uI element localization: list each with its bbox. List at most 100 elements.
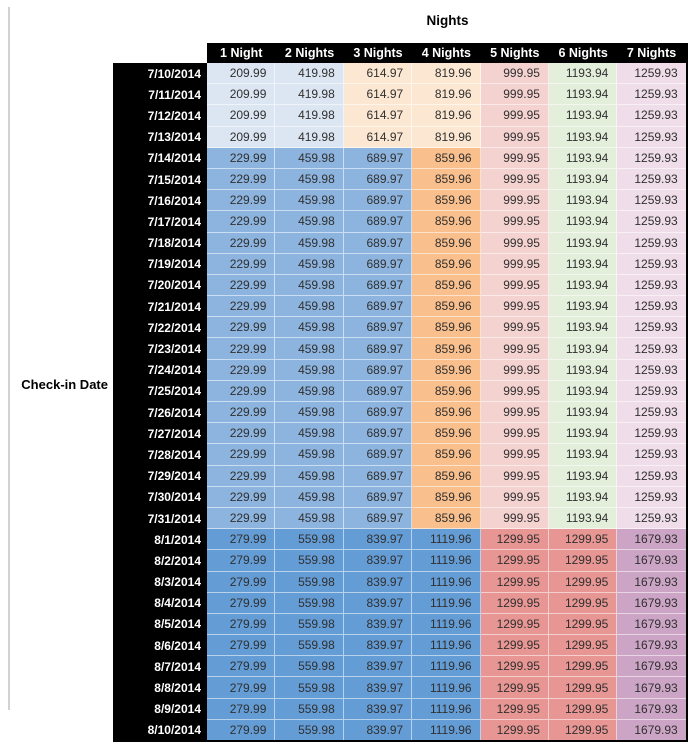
price-cell[interactable]: 999.95 <box>480 211 549 233</box>
price-cell[interactable]: 459.98 <box>275 444 344 466</box>
price-cell[interactable]: 1259.93 <box>617 168 686 191</box>
price-cell[interactable]: 459.98 <box>275 147 344 169</box>
date-row-header[interactable]: 7/22/2014 <box>113 317 207 339</box>
price-cell[interactable]: 859.96 <box>412 423 481 445</box>
price-cell[interactable]: 1259.93 <box>617 190 686 212</box>
price-cell[interactable]: 459.98 <box>275 190 344 212</box>
price-cell[interactable]: 459.98 <box>275 296 344 318</box>
price-cell[interactable]: 209.99 <box>207 126 276 148</box>
price-cell[interactable]: 999.95 <box>480 465 549 487</box>
price-cell[interactable]: 859.96 <box>412 190 481 212</box>
price-cell[interactable]: 1259.93 <box>617 317 686 339</box>
price-cell[interactable]: 229.99 <box>207 317 276 339</box>
price-cell[interactable]: 999.95 <box>480 507 549 530</box>
price-cell[interactable]: 1299.95 <box>548 698 618 720</box>
price-cell[interactable]: 1193.94 <box>548 274 618 297</box>
price-cell[interactable]: 999.95 <box>480 486 549 508</box>
date-row-header[interactable]: 8/10/2014 <box>113 719 207 740</box>
price-cell[interactable]: 859.96 <box>412 359 481 381</box>
price-cell[interactable]: 559.98 <box>275 550 344 572</box>
price-cell[interactable]: 1259.93 <box>617 338 686 360</box>
price-cell[interactable]: 1259.93 <box>617 423 686 445</box>
price-cell[interactable]: 1299.95 <box>480 529 549 551</box>
price-cell[interactable]: 689.97 <box>343 486 413 508</box>
price-cell[interactable]: 999.95 <box>480 359 549 381</box>
price-cell[interactable]: 419.98 <box>275 105 344 127</box>
price-cell[interactable]: 459.98 <box>275 232 344 254</box>
price-cell[interactable]: 559.98 <box>275 592 344 614</box>
price-cell[interactable]: 229.99 <box>207 168 276 191</box>
date-row-header[interactable]: 7/25/2014 <box>113 380 207 402</box>
price-cell[interactable]: 999.95 <box>480 84 549 106</box>
price-cell[interactable]: 1679.93 <box>617 677 686 699</box>
price-cell[interactable]: 819.96 <box>412 63 481 85</box>
price-cell[interactable]: 229.99 <box>207 380 276 402</box>
price-cell[interactable]: 1119.96 <box>412 656 481 678</box>
price-cell[interactable]: 614.97 <box>343 84 413 106</box>
price-cell[interactable]: 1119.96 <box>412 613 481 636</box>
price-cell[interactable]: 459.98 <box>275 423 344 445</box>
price-cell[interactable]: 859.96 <box>412 507 481 530</box>
price-cell[interactable]: 1259.93 <box>617 296 686 318</box>
date-row-header[interactable]: 7/29/2014 <box>113 465 207 487</box>
date-row-header[interactable]: 7/19/2014 <box>113 253 207 275</box>
date-row-header[interactable]: 7/20/2014 <box>113 274 207 297</box>
price-cell[interactable]: 999.95 <box>480 274 549 297</box>
price-cell[interactable]: 1193.94 <box>548 126 618 148</box>
price-cell[interactable]: 1259.93 <box>617 465 686 487</box>
date-row-header[interactable]: 8/6/2014 <box>113 635 207 657</box>
price-cell[interactable]: 839.97 <box>343 719 413 740</box>
price-cell[interactable]: 279.99 <box>207 719 276 740</box>
price-cell[interactable]: 689.97 <box>343 317 413 339</box>
price-cell[interactable]: 229.99 <box>207 211 276 233</box>
price-cell[interactable]: 279.99 <box>207 592 276 614</box>
price-cell[interactable]: 1299.95 <box>480 571 549 593</box>
price-cell[interactable]: 1259.93 <box>617 211 686 233</box>
price-cell[interactable]: 839.97 <box>343 592 413 614</box>
price-cell[interactable]: 229.99 <box>207 338 276 360</box>
price-cell[interactable]: 689.97 <box>343 190 413 212</box>
price-cell[interactable]: 859.96 <box>412 338 481 360</box>
price-cell[interactable]: 999.95 <box>480 423 549 445</box>
price-cell[interactable]: 459.98 <box>275 402 344 424</box>
price-cell[interactable]: 1193.94 <box>548 486 618 508</box>
price-cell[interactable]: 839.97 <box>343 635 413 657</box>
price-cell[interactable]: 1193.94 <box>548 338 618 360</box>
price-cell[interactable]: 1299.95 <box>548 592 618 614</box>
price-cell[interactable]: 1679.93 <box>617 698 686 720</box>
price-cell[interactable]: 1679.93 <box>617 635 686 657</box>
price-cell[interactable]: 689.97 <box>343 232 413 254</box>
price-cell[interactable]: 1193.94 <box>548 507 618 530</box>
price-cell[interactable]: 689.97 <box>343 147 413 169</box>
price-cell[interactable]: 279.99 <box>207 571 276 593</box>
price-cell[interactable]: 559.98 <box>275 635 344 657</box>
price-cell[interactable]: 1299.95 <box>548 529 618 551</box>
price-cell[interactable]: 1259.93 <box>617 359 686 381</box>
date-row-header[interactable]: 8/5/2014 <box>113 613 207 636</box>
date-row-header[interactable]: 8/3/2014 <box>113 571 207 593</box>
price-cell[interactable]: 839.97 <box>343 656 413 678</box>
price-cell[interactable]: 1299.95 <box>480 656 549 678</box>
price-cell[interactable]: 459.98 <box>275 253 344 275</box>
price-cell[interactable]: 689.97 <box>343 168 413 191</box>
price-cell[interactable]: 689.97 <box>343 253 413 275</box>
price-cell[interactable]: 1193.94 <box>548 147 618 169</box>
price-cell[interactable]: 999.95 <box>480 338 549 360</box>
price-cell[interactable]: 859.96 <box>412 402 481 424</box>
price-cell[interactable]: 1193.94 <box>548 105 618 127</box>
price-cell[interactable]: 1119.96 <box>412 719 481 740</box>
date-row-header[interactable]: 7/28/2014 <box>113 444 207 466</box>
price-cell[interactable]: 1193.94 <box>548 402 618 424</box>
price-cell[interactable]: 999.95 <box>480 168 549 191</box>
date-row-header[interactable]: 7/26/2014 <box>113 402 207 424</box>
column-header-1-night[interactable]: 1 Night <box>207 43 276 63</box>
price-cell[interactable]: 229.99 <box>207 486 276 508</box>
price-cell[interactable]: 999.95 <box>480 126 549 148</box>
price-cell[interactable]: 859.96 <box>412 253 481 275</box>
price-cell[interactable]: 614.97 <box>343 63 413 85</box>
price-cell[interactable]: 819.96 <box>412 105 481 127</box>
price-cell[interactable]: 459.98 <box>275 465 344 487</box>
price-cell[interactable]: 689.97 <box>343 444 413 466</box>
price-cell[interactable]: 279.99 <box>207 656 276 678</box>
price-cell[interactable]: 559.98 <box>275 698 344 720</box>
